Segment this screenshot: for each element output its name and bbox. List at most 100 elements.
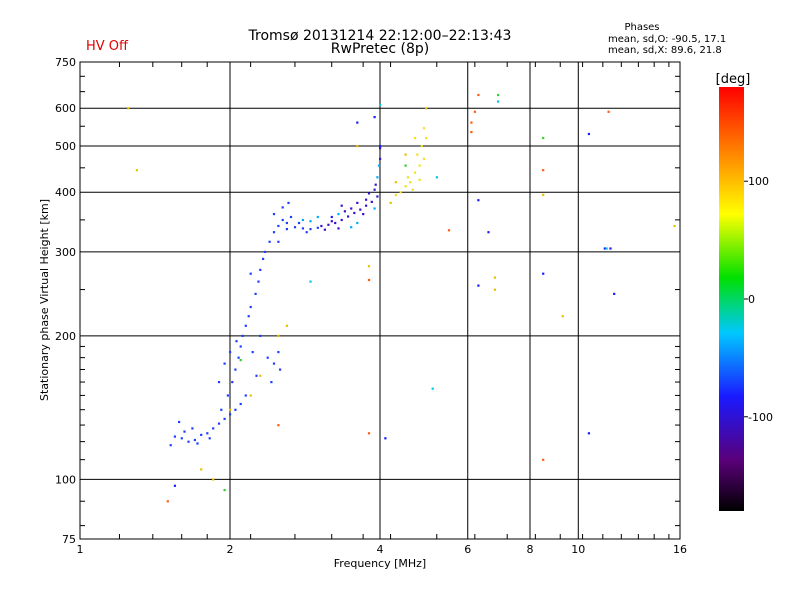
data-point — [497, 93, 500, 97]
chart-subtitle: RwPretec (8p) — [331, 41, 429, 57]
data-point — [493, 276, 496, 279]
data-point — [356, 201, 359, 204]
data-point — [425, 107, 428, 110]
data-point — [542, 458, 545, 461]
colorbar-ticks: 100 0 -100 — [744, 175, 773, 424]
data-point — [178, 420, 181, 424]
data-point — [235, 340, 238, 343]
data-point — [561, 315, 564, 318]
data-point — [337, 227, 340, 230]
y-tick-label: 200 — [55, 330, 76, 343]
y-axis-label: Stationary phase Virtual Height [km] — [38, 199, 51, 401]
data-point — [281, 206, 284, 209]
data-point — [404, 164, 407, 167]
x-tick-label: 16 — [673, 543, 687, 556]
data-point — [206, 432, 209, 435]
data-point — [493, 288, 496, 291]
data-point — [359, 208, 362, 211]
data-point — [263, 250, 267, 253]
y-tick-label: 400 — [55, 186, 76, 199]
data-point — [373, 116, 376, 119]
data-point — [259, 268, 262, 271]
data-point — [411, 188, 414, 191]
data-point — [229, 408, 232, 411]
x-tick-label: 4 — [377, 543, 384, 556]
y-tick-label: 75 — [62, 533, 76, 546]
data-point — [285, 324, 288, 327]
data-point — [297, 221, 301, 225]
data-point — [487, 231, 490, 234]
data-point — [277, 240, 280, 243]
data-point — [370, 200, 373, 203]
data-point — [270, 381, 273, 384]
data-point — [287, 201, 290, 204]
data-point — [470, 121, 473, 124]
data-point — [223, 362, 226, 365]
data-point — [234, 408, 237, 411]
data-point — [330, 215, 333, 219]
data-point — [187, 440, 190, 443]
data-point — [379, 145, 382, 148]
phases-title: Phases — [624, 22, 659, 33]
data-point — [277, 424, 280, 427]
data-point — [389, 201, 392, 204]
data-point — [337, 213, 340, 216]
data-point — [367, 278, 371, 282]
data-point — [376, 176, 379, 179]
data-point — [473, 110, 476, 113]
data-point — [255, 374, 258, 377]
data-point — [435, 176, 438, 179]
data-point — [373, 188, 376, 191]
data-point — [244, 394, 247, 397]
data-point — [266, 356, 269, 359]
data-point — [542, 169, 545, 172]
data-point — [343, 210, 346, 213]
colorbar — [719, 87, 744, 511]
data-point — [226, 394, 229, 397]
data-point — [285, 228, 288, 231]
data-point — [350, 207, 353, 210]
data-point — [301, 218, 304, 222]
data-point — [477, 93, 480, 97]
y-tick-label: 300 — [55, 246, 76, 259]
data-point — [279, 368, 282, 371]
data-point — [340, 204, 343, 207]
data-point — [259, 374, 262, 377]
data-point — [497, 100, 500, 103]
data-point — [223, 489, 226, 492]
phases-x: mean, sd,X: 89.6, 21.8 — [608, 45, 722, 56]
data-point — [356, 145, 359, 148]
data-point — [587, 132, 590, 136]
data-point — [542, 272, 545, 275]
x-tick-labels: 1 2 4 6 8 10 16 — [77, 543, 688, 556]
minor-ticks — [80, 62, 680, 539]
data-point — [353, 211, 356, 215]
x-tick-label: 1 — [77, 543, 84, 556]
data-point — [254, 292, 257, 295]
y-tick-labels: 75 100 200 300 400 500 600 750 — [55, 56, 76, 546]
data-point — [166, 500, 169, 503]
y-tick-label: 500 — [55, 140, 76, 153]
data-point — [367, 432, 371, 435]
y-tick-label: 750 — [55, 56, 76, 69]
x-tick-label: 8 — [527, 543, 534, 556]
data-point — [377, 164, 381, 167]
data-point — [409, 181, 412, 184]
data-point — [285, 221, 288, 225]
data-point — [281, 218, 284, 222]
data-point — [418, 164, 421, 167]
data-point — [673, 224, 676, 228]
data-point — [212, 478, 215, 481]
data-point — [367, 265, 371, 268]
data-point — [379, 147, 382, 150]
data-point — [404, 153, 407, 156]
data-point — [277, 334, 280, 337]
y-tick-label: 600 — [55, 102, 76, 115]
data-point — [362, 213, 365, 216]
data-point — [239, 359, 242, 362]
data-point — [416, 153, 419, 156]
data-point — [200, 468, 203, 471]
data-point — [249, 272, 252, 275]
data-point — [229, 351, 232, 354]
data-point — [418, 178, 421, 181]
